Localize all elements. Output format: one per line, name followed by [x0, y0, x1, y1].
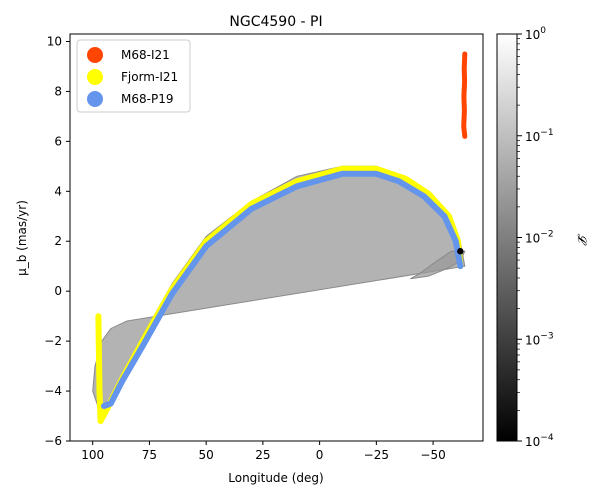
x-tick-label: −50: [420, 448, 445, 462]
y-axis-label: μ_b (mas/yr): [15, 200, 29, 276]
colorbar-gradient: [496, 33, 518, 442]
y-axis-ticks: −6 −4 −2 0 2 4 6 8 10: [44, 34, 70, 448]
x-tick-label: 0: [316, 448, 324, 462]
legend-marker: [87, 69, 103, 85]
legend-box: [76, 39, 191, 113]
chart-title: NGC4590 - PI: [229, 14, 322, 30]
plot-area: [69, 33, 484, 442]
x-tick-label: 25: [255, 448, 270, 462]
plot-frame: [69, 33, 484, 442]
colorbar-tick-label: 100: [525, 26, 546, 42]
legend-label: Fjorm-I21: [121, 70, 178, 84]
colorbar-label: 𝓛: [575, 234, 589, 246]
density-cloud: [410, 250, 466, 280]
colorbar-tick-exponent: −4: [540, 433, 554, 443]
density-cloud: [92, 165, 466, 412]
x-tick-label: 75: [142, 448, 157, 462]
x-tick-label: 50: [199, 448, 214, 462]
colorbar-tick-label: 10−2: [525, 230, 554, 246]
y-tick-label: 10: [47, 34, 62, 48]
colorbar-ticks: 10−4 10−3 10−2 10−1 100: [517, 26, 554, 449]
legend: M68-I21 Fjorm-I21 M68-P19: [76, 39, 191, 113]
legend-label: M68-I21: [121, 48, 170, 62]
colorbar-tick-exponent: 0: [540, 26, 546, 36]
x-tick-label: −25: [364, 448, 389, 462]
colorbar-tick-exponent: −3: [540, 331, 553, 341]
colorbar-tick-label: 10−3: [525, 331, 554, 347]
y-tick-label: −2: [44, 334, 62, 348]
density-cloud-layer: [92, 165, 466, 412]
series-line-m68-i21: [461, 51, 468, 139]
y-tick-label: 2: [54, 234, 62, 248]
colorbar-tick-label: 10−4: [525, 433, 554, 449]
y-tick-label: 0: [54, 284, 62, 298]
series-layer: [95, 51, 468, 424]
y-tick-label: 8: [54, 84, 62, 98]
colorbar-tick-exponent: −2: [540, 230, 553, 240]
y-tick-label: −4: [44, 384, 62, 398]
x-tick-label: 100: [81, 448, 104, 462]
colorbar-tick-label: 10−1: [525, 128, 554, 144]
colorbar-tick-exponent: −1: [540, 128, 553, 138]
y-tick-label: 6: [54, 134, 62, 148]
progenitor-marker: [457, 248, 464, 255]
colorbar: 10−4 10−3 10−2 10−1 100 𝓛: [496, 26, 589, 449]
series-line-m68-p19: [101, 170, 464, 409]
legend-marker: [87, 47, 103, 63]
y-tick-label: 4: [54, 184, 62, 198]
legend-marker: [87, 91, 103, 107]
legend-label: M68-P19: [121, 92, 173, 106]
x-axis-label: Longitude (deg): [228, 471, 323, 485]
x-axis-ticks: 100 75 50 25 0 −25 −50: [81, 441, 446, 462]
y-tick-label: −6: [44, 434, 62, 448]
series-line-fjorm-i21: [95, 165, 464, 424]
